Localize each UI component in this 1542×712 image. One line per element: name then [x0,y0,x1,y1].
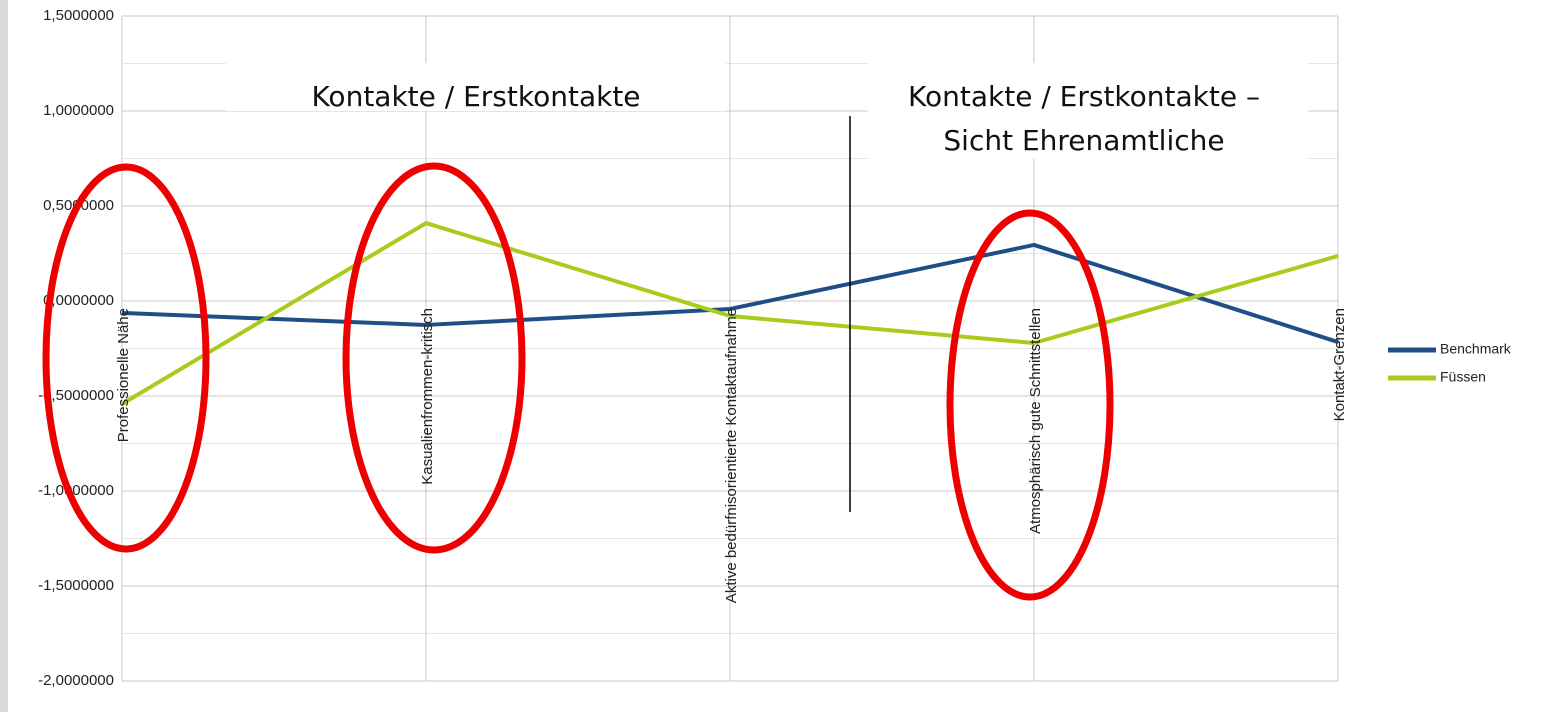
highlights [42,162,1114,601]
series-line [120,221,1339,406]
y-tick-label: 1,5000000 [43,7,114,24]
edge-strip [0,0,8,712]
annotation: Kontakte / Erstkontakte – [908,80,1260,113]
x-tick-label: Kasualienfrommen-kritisch [419,308,436,485]
highlight-ellipse [42,163,210,553]
annotation-box [226,63,726,111]
highlight-ellipse [946,209,1114,601]
x-tick-label: Kontakt-Grenzen [1331,308,1348,421]
annotation: Kontakte / Erstkontakte [311,80,640,113]
lines [120,221,1339,406]
x-tick-label: Professionelle Nähe [115,308,132,442]
y-tick-label: 1,0000000 [43,102,114,119]
legend-label: Benchmark [1440,341,1512,357]
series-line [121,242,1339,344]
y-tick-label: -2,0000000 [38,672,114,689]
y-tick-label: 0,0000000 [43,292,114,309]
x-tick-label: Aktive bedürfnisorientierte Kontaktaufna… [723,308,740,603]
annotation-box [868,63,1308,159]
y-tick-label: -1,0000000 [38,482,114,499]
x-tick-label: Atmosphärisch gute Schnittstellen [1027,308,1044,534]
annotation: Sicht Ehrenamtliche [943,124,1224,157]
y-tick-label: -0,5000000 [38,387,114,404]
highlight-ellipse [342,162,526,554]
legend-label: Füssen [1440,369,1486,385]
y-tick-label: -1,5000000 [38,577,114,594]
